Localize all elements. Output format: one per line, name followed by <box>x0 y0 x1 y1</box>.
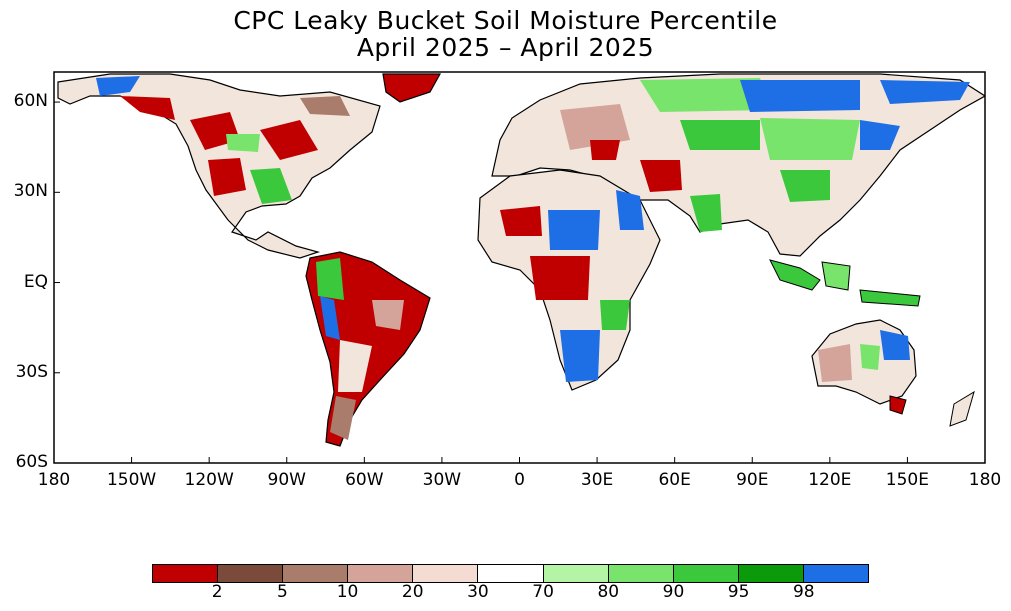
africa <box>477 169 661 391</box>
lat-tick-label: 30N <box>13 181 48 202</box>
colorbar <box>152 564 869 583</box>
colorbar-swatch <box>803 565 869 582</box>
colorbar-label: 80 <box>597 582 620 602</box>
colorbar-swatch <box>478 565 544 582</box>
lat-tick-label: 60N <box>13 91 48 112</box>
colorbar-swatch <box>608 565 674 582</box>
lon-tick-label: 150W <box>106 470 157 490</box>
colorbar-swatch <box>283 565 349 582</box>
lat-tick-label: EQ <box>23 271 48 292</box>
map-field <box>57 73 985 447</box>
colorbar-swatch <box>348 565 414 582</box>
maritime-asia <box>769 259 921 307</box>
eurasia <box>491 73 985 257</box>
lat-tick-label: 30S <box>15 361 48 382</box>
colorbar-label: 20 <box>401 582 424 602</box>
colorbar-label: 90 <box>662 582 685 602</box>
lon-tick-label: 60E <box>658 470 691 490</box>
south-america <box>305 251 431 447</box>
australia <box>811 319 975 427</box>
lon-tick-label: 150E <box>885 470 930 490</box>
lon-tick-label: 90E <box>736 470 769 490</box>
lon-tick-label: 30E <box>580 470 614 490</box>
north-america <box>57 73 442 259</box>
colorbar-label: 98 <box>792 582 815 602</box>
lon-tick-label: 30W <box>422 470 462 490</box>
colorbar-label: 70 <box>532 582 554 602</box>
colorbar-label: 10 <box>336 582 359 602</box>
lat-tick-label: 60S <box>15 452 48 472</box>
x-tick-marks <box>53 457 986 463</box>
lon-tick-label: 90W <box>267 470 306 490</box>
colorbar-swatch <box>543 565 609 582</box>
colorbar-swatch <box>673 565 739 582</box>
colorbar-label: 30 <box>467 582 489 602</box>
y-tick-marks <box>54 101 60 464</box>
map-title: CPC Leaky Bucket Soil Moisture Percentil… <box>233 6 778 35</box>
lon-tick-label: 180 <box>37 470 71 490</box>
colorbar-swatch <box>153 565 219 582</box>
colorbar-label: 95 <box>727 582 750 602</box>
lon-tick-label: 120E <box>808 470 852 490</box>
lon-tick-label: 120W <box>184 470 234 490</box>
lon-tick-label: 180 <box>968 470 1002 490</box>
colorbar-swatch <box>413 565 479 582</box>
colorbar-label: 5 <box>276 582 288 602</box>
map-subtitle: April 2025 – April 2025 <box>356 33 655 62</box>
colorbar-label: 2 <box>211 582 223 602</box>
colorbar-swatch <box>218 565 284 582</box>
lon-tick-label: 60W <box>345 470 384 490</box>
colorbar-swatch <box>738 565 804 582</box>
lon-tick-label: 0 <box>514 470 525 490</box>
